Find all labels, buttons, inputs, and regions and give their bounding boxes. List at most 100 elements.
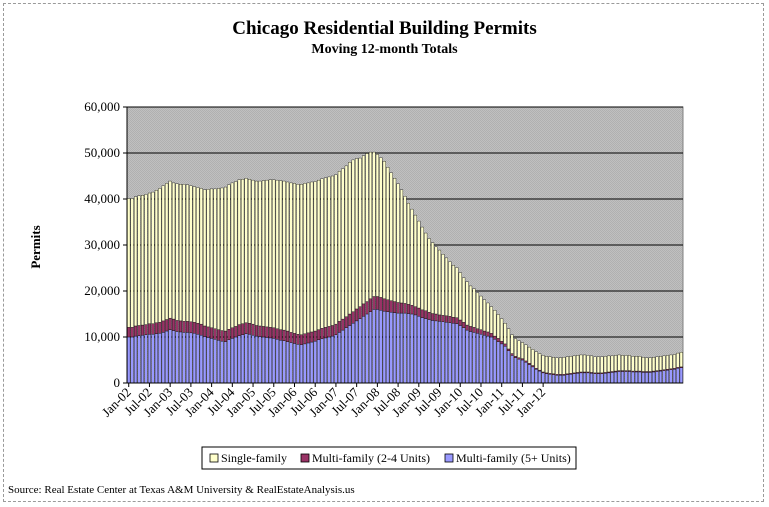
- bar-segment: [279, 180, 283, 330]
- bar-segment: [175, 331, 179, 384]
- y-tick-label: 10,000: [84, 329, 120, 344]
- bar-segment: [220, 330, 224, 342]
- legend-swatch: [444, 453, 454, 463]
- bar-segment: [444, 322, 448, 384]
- bar-segment: [175, 320, 179, 332]
- bar-segment: [417, 316, 421, 384]
- bar-segment: [593, 373, 597, 384]
- bar-segment: [279, 340, 283, 384]
- bar-segment: [258, 336, 262, 384]
- bar-segment: [410, 313, 414, 384]
- legend-label: Single-family: [221, 451, 287, 465]
- bar-segment: [161, 332, 165, 384]
- bar-segment: [172, 182, 176, 320]
- bar-segment: [527, 363, 531, 365]
- bar-segment: [576, 373, 580, 384]
- bar-segment: [230, 338, 234, 384]
- bar-segment: [199, 334, 203, 384]
- bar-segment: [375, 309, 379, 384]
- bar-segment: [348, 313, 352, 326]
- bar-segment: [241, 334, 245, 384]
- bar-segment: [475, 328, 480, 334]
- bar-segment: [330, 325, 334, 337]
- bar-segment: [665, 355, 669, 370]
- bar-segment: [579, 354, 583, 373]
- bar-segment: [203, 336, 207, 384]
- bar-segment: [441, 321, 445, 384]
- bar-segment: [513, 356, 518, 358]
- bar-segment: [199, 323, 203, 336]
- bar-segment: [254, 335, 259, 384]
- bar-segment: [144, 324, 148, 335]
- bar-segment: [586, 372, 590, 384]
- bar-segment: [265, 179, 269, 328]
- bar-segment: [189, 332, 193, 384]
- bar-segment: [441, 254, 445, 316]
- bar-segment: [317, 179, 321, 330]
- y-tick-label: 0: [114, 375, 121, 390]
- bar-segment: [634, 371, 638, 384]
- bar-segment: [330, 335, 334, 384]
- bar-segment: [216, 188, 221, 330]
- bar-segment: [610, 355, 614, 372]
- bar-segment: [576, 355, 580, 373]
- bar-segment: [192, 333, 196, 384]
- bar-segment: [524, 344, 528, 362]
- bar-segment: [234, 181, 238, 327]
- bar-segment: [486, 331, 490, 337]
- bar-segment: [310, 341, 314, 384]
- bar-segment: [154, 190, 158, 323]
- bar-segment: [355, 158, 359, 310]
- bar-segment: [493, 310, 497, 337]
- bar-segment: [272, 179, 276, 328]
- bar-segment: [659, 356, 663, 371]
- bar-segment: [396, 312, 400, 384]
- bar-segment: [627, 355, 631, 371]
- bar-segment: [589, 355, 594, 373]
- bar-segment: [341, 329, 345, 384]
- bar-segment: [313, 330, 317, 342]
- bar-segment: [279, 329, 283, 341]
- bar-segment: [358, 318, 362, 384]
- bar-segment: [130, 336, 134, 384]
- y-axis: 0 10,000 20,000 30,000 40,000 50,000 60,000: [84, 99, 128, 390]
- legend-label: Multi-family (2-4 Units): [312, 451, 430, 465]
- bar-segment: [313, 340, 317, 384]
- bar-segment: [655, 371, 659, 384]
- bar-segment: [179, 320, 183, 333]
- bar-segment: [455, 317, 459, 324]
- bar-segment: [351, 311, 355, 324]
- bar-segment: [555, 357, 559, 375]
- bar-segment: [241, 179, 245, 324]
- bar-segment: [251, 334, 255, 384]
- bar-segment: [158, 188, 162, 323]
- bar-segment: [386, 167, 390, 300]
- bar-segment: [230, 182, 234, 328]
- bar-segment: [472, 288, 476, 328]
- bar-segment: [303, 183, 307, 334]
- bar-segment: [362, 303, 366, 317]
- bar-segment: [403, 196, 407, 304]
- bar-segment: [244, 333, 248, 384]
- bar-segment: [324, 327, 328, 339]
- bar-segment: [648, 372, 652, 384]
- bar-segment: [216, 329, 221, 341]
- bar-segment: [258, 325, 262, 337]
- bar-segment: [545, 373, 549, 384]
- bar-segment: [617, 371, 621, 384]
- bar-segment: [517, 340, 521, 358]
- bar-segment: [603, 373, 607, 384]
- bar-segment: [289, 342, 293, 384]
- bar-segment: [147, 192, 151, 324]
- bar-segment: [344, 165, 348, 317]
- bar-segment: [624, 355, 628, 371]
- bar-segment: [413, 306, 417, 316]
- bar-segment: [389, 172, 393, 301]
- bar-segment: [286, 181, 290, 332]
- bar-segment: [548, 374, 552, 384]
- bar-segment: [303, 333, 307, 345]
- bar-segment: [469, 285, 473, 327]
- legend-label: Multi-family (5+ Units): [456, 451, 571, 465]
- bar-segment: [607, 355, 611, 373]
